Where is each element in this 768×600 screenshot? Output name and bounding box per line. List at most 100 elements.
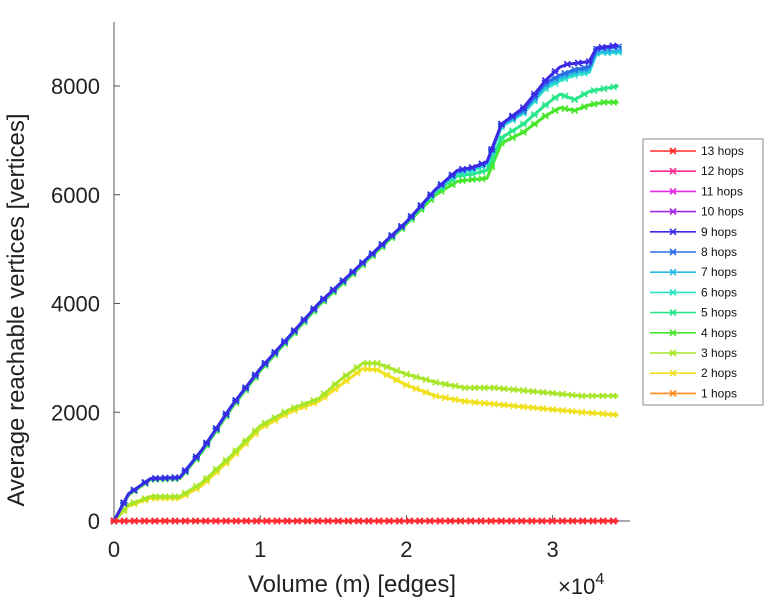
data-point-13-hops	[446, 517, 454, 525]
data-point-3-hops	[599, 392, 607, 400]
data-point-3-hops	[432, 378, 440, 386]
data-point-13-hops	[579, 517, 587, 525]
data-point-9-hops	[281, 337, 289, 346]
data-point-2-hops	[588, 409, 596, 417]
data-point-9-hops	[222, 410, 230, 418]
data-point-3-hops	[310, 396, 318, 405]
data-point-13-hops	[202, 517, 210, 525]
data-point-9-hops	[320, 295, 328, 303]
data-point-13-hops	[385, 517, 393, 525]
data-point-9-hops	[310, 305, 318, 313]
data-point-9-hops	[437, 180, 445, 189]
x-tick-label: 0	[108, 537, 120, 562]
data-point-13-hops	[589, 517, 597, 525]
data-point-3-hops	[383, 363, 391, 371]
x-multiplier-exponent: 4	[595, 571, 604, 588]
data-point-9-hops	[378, 241, 386, 249]
data-point-3-hops	[290, 404, 298, 412]
data-point-13-hops	[599, 517, 607, 525]
legend-label: 1 hops	[701, 386, 737, 400]
data-point-13-hops	[609, 517, 617, 525]
data-point-13-hops	[558, 517, 566, 525]
data-point-4-hops	[530, 120, 538, 128]
legend-item-8-hops: 8 hops	[650, 245, 737, 259]
data-point-13-hops	[110, 517, 118, 525]
data-point-3-hops	[471, 384, 479, 392]
data-point-13-hops	[314, 517, 322, 525]
legend-label: 2 hops	[701, 366, 737, 380]
legend-swatch-marker	[669, 369, 677, 377]
data-point-3-hops	[181, 489, 189, 497]
data-point-5-hops	[519, 120, 527, 128]
data-point-2-hops	[519, 403, 527, 411]
data-point-2-hops	[402, 381, 410, 389]
data-point-4-hops	[561, 105, 569, 113]
data-point-4-hops	[590, 100, 598, 108]
legend-swatch-marker	[669, 329, 677, 337]
data-point-3-hops	[510, 386, 518, 394]
data-point-3-hops	[232, 447, 240, 455]
data-point-2-hops	[422, 388, 430, 396]
data-point-9-hops	[349, 268, 357, 276]
data-point-13-hops	[436, 517, 444, 525]
data-point-13-hops	[528, 517, 536, 525]
data-point-13-hops	[273, 517, 281, 525]
data-point-3-hops	[192, 482, 200, 490]
data-point-9-hops	[598, 43, 606, 51]
data-point-2-hops	[549, 405, 557, 414]
data-point-9-hops	[563, 60, 571, 68]
legend-swatch-marker	[669, 208, 677, 216]
data-point-3-hops	[461, 384, 469, 392]
legend-item-2-hops: 2 hops	[650, 366, 737, 380]
data-point-5-hops	[590, 86, 598, 95]
data-point-9-hops	[232, 396, 240, 405]
data-point-2-hops	[558, 406, 566, 415]
legend-label: 9 hops	[701, 225, 737, 239]
data-point-3-hops	[363, 359, 372, 367]
data-point-9-hops	[574, 59, 582, 67]
legend-item-9-hops: 9 hops	[650, 225, 737, 239]
legend-item-12-hops: 12 hops	[650, 164, 744, 178]
data-point-4-hops	[508, 134, 517, 142]
data-point-2-hops	[412, 385, 420, 393]
data-point-13-hops	[130, 517, 138, 525]
data-point-9-hops	[329, 286, 337, 294]
legend-item-5-hops: 5 hops	[650, 306, 737, 320]
data-point-2-hops	[373, 366, 381, 374]
data-point-13-hops	[375, 517, 383, 525]
data-point-13-hops	[497, 517, 505, 525]
data-point-3-hops	[171, 492, 179, 501]
legend-swatch-marker	[669, 147, 677, 155]
data-point-3-hops	[529, 387, 537, 395]
series-line-7-hops	[112, 49, 619, 522]
data-point-3-hops	[342, 371, 350, 380]
data-point-13-hops	[222, 517, 230, 525]
data-point-4-hops	[571, 106, 579, 115]
legend-item-1-hops: 1 hops	[650, 386, 737, 400]
data-point-5-hops	[551, 94, 559, 102]
data-point-2-hops	[471, 398, 479, 406]
data-point-3-hops	[151, 492, 159, 501]
data-point-13-hops	[344, 517, 352, 525]
data-point-2-hops	[342, 377, 350, 385]
data-point-13-hops	[263, 517, 271, 525]
data-point-3-hops	[141, 495, 149, 503]
y-tick-label: 8000	[51, 74, 100, 99]
data-point-9-hops	[497, 120, 506, 128]
data-point-9-hops	[530, 90, 538, 98]
legend-swatch-marker	[669, 389, 677, 397]
x-axis-label: Volume (m) [edges]	[248, 571, 456, 598]
data-point-2-hops	[441, 394, 449, 402]
legend-item-4-hops: 4 hops	[650, 326, 737, 340]
data-point-9-hops	[448, 171, 456, 179]
legend-item-6-hops: 6 hops	[650, 285, 737, 299]
data-point-3-hops	[320, 390, 328, 398]
data-point-3-hops	[300, 400, 308, 408]
data-point-9-hops	[212, 424, 220, 433]
data-point-13-hops	[405, 517, 414, 525]
data-point-4-hops	[519, 128, 527, 136]
data-point-2-hops	[383, 371, 391, 379]
data-point-13-hops	[477, 517, 485, 525]
data-point-13-hops	[518, 517, 526, 525]
